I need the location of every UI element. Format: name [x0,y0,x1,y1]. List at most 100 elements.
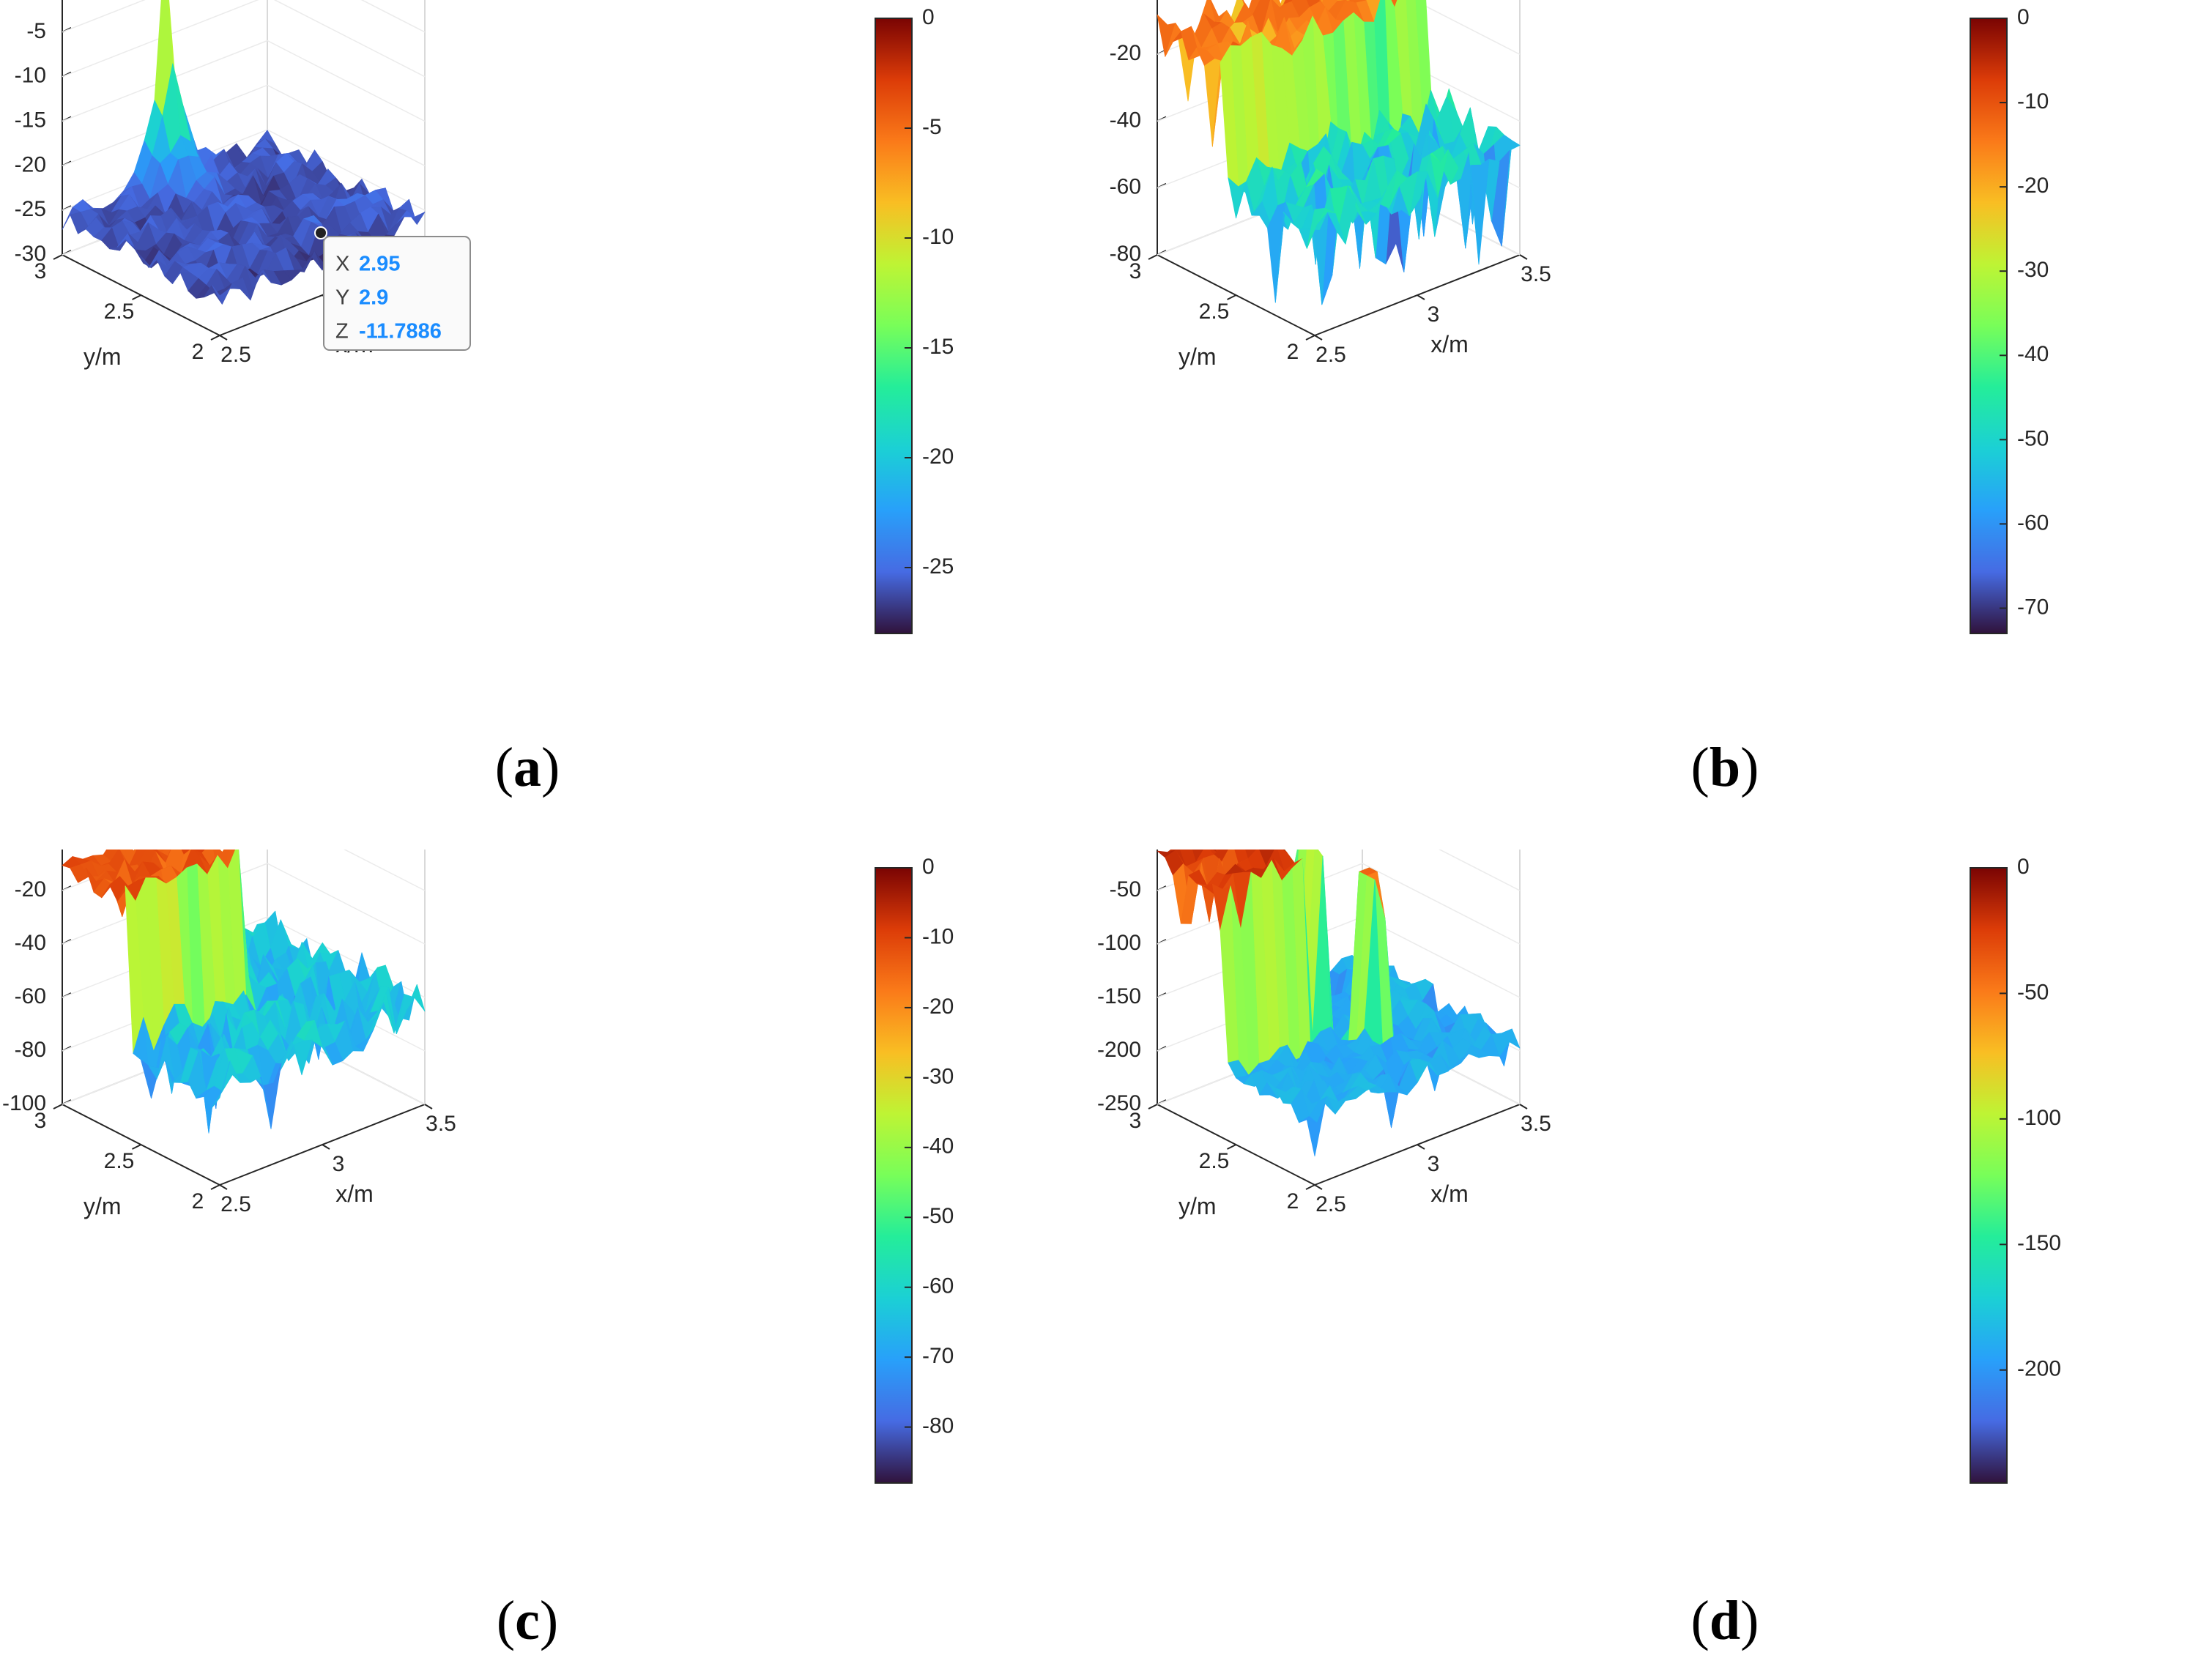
y-tick [210,1184,220,1190]
y-axis-label: y/m [1178,343,1217,370]
y-tick [1305,335,1315,341]
colorbar-tick-label: -80 [922,1414,954,1438]
z-tick-label: -80 [1110,242,1141,266]
y-axis-label: y/m [1178,1193,1217,1219]
x-tick [322,1144,330,1150]
colorbar-tick-label: -10 [922,225,954,249]
z-gridline [62,0,426,33]
z-tick-label: -10 [15,64,46,88]
z-tick-label: -5 [26,19,46,43]
datatip-label: Y [335,286,349,310]
colorbar-tick-label: -50 [2017,426,2049,450]
y-tick-label: 2.5 [1199,1149,1230,1173]
y-tick [1148,254,1158,260]
datatip-point [314,226,327,239]
z-tick-label: -80 [15,1038,46,1062]
z-tick-label: -60 [15,984,46,1008]
z-tick-label: -100 [1097,931,1141,955]
y-tick-label: 2 [192,1189,204,1213]
panel-d-colorbar [1970,867,2008,1484]
x-tick [1519,1104,1528,1110]
panel-d-chart: 0-50-100-150-200-2502.533.522.53x/my/mFG… [1097,850,2061,1484]
y-tick [132,1144,141,1150]
colorbar-gradient [1970,867,2008,1484]
y-tick [132,294,141,300]
y-tick [210,335,220,341]
panel-a-chart: 0-5-10-15-20-25-302.533.522.53x/my/mFG/d… [15,0,954,634]
surface-patch [211,1060,231,1109]
x-tick-label: 3.5 [1521,262,1551,286]
panel-b-surface [1157,0,1521,305]
y-axis-label: y/m [83,343,122,370]
y-axis-label: y/m [83,1193,122,1219]
colorbar-tick-label: -40 [922,1134,954,1159]
y-tick-label: 3 [34,259,47,283]
y-tick [1227,294,1236,300]
x-tick-label: 2.5 [220,1192,251,1216]
colorbar-tick-label: -20 [922,445,954,469]
y-tick [1148,1104,1158,1110]
panel-c-chart: 0-20-40-60-80-1002.533.522.53x/my/mFG/dB… [2,850,954,1484]
x-tick-label: 2.5 [220,343,251,367]
x-tick-label: 3 [1428,1152,1440,1176]
x-tick [219,335,228,341]
z-gridline [62,40,426,122]
x-tick-label: 2.5 [1315,343,1346,367]
z-tick-label: -20 [15,152,46,176]
colorbar-tick-label: -15 [922,335,954,359]
z-tick-label: -20 [1110,41,1141,65]
z-tick-label: -60 [1110,175,1141,199]
colorbar-tick-label: -60 [922,1274,954,1298]
y-tick-label: 2.5 [1199,300,1230,324]
colorbar-tick-label: -10 [2017,89,2049,114]
surface-patch [1306,1103,1326,1157]
x-tick [1519,254,1528,260]
x-tick-label: 3.5 [1521,1112,1551,1136]
colorbar-tick-label: 0 [922,855,935,879]
z-tick-label: -15 [15,108,46,132]
colorbar-tick-label: -60 [2017,510,2049,535]
colorbar-gradient [1970,18,2008,634]
panel-d-surface [1157,850,1521,1157]
x-tick [219,1184,228,1190]
x-tick [424,1104,433,1110]
colorbar-tick-label: -20 [2017,174,2049,198]
datatip-value: 2.95 [359,253,400,276]
x-tick [1417,294,1425,300]
y-tick [1227,1144,1236,1150]
colorbar-tick-label: -70 [2017,595,2049,619]
datatip-value: -11.7886 [359,320,442,343]
x-tick [1314,1184,1323,1190]
colorbar-gradient [875,18,913,634]
colorbar-tick-label: -50 [2017,980,2049,1004]
y-tick-label: 2 [1287,1189,1299,1213]
surface-patch [211,284,231,305]
y-tick-label: 2 [192,340,204,364]
colorbar-tick-label: -100 [2017,1106,2061,1130]
datatip: X 2.95 Y 2.9 Z -11.7886 [314,226,471,351]
x-axis-label: x/m [335,1181,374,1207]
panel-c-caption: (c) [496,1590,559,1651]
datatip-label: X [335,253,349,276]
y-tick-label: 3 [34,1109,47,1133]
surface-patch [1209,850,1220,855]
z-tick-label: -50 [1110,877,1141,902]
x-tick-label: 2.5 [1315,1192,1346,1216]
colorbar-tick-label: -20 [922,995,954,1019]
x-tick [1417,1144,1425,1150]
colorbar-tick-label: 0 [2017,855,2030,879]
colorbar-tick-label: -10 [922,924,954,948]
datatip-value: 2.9 [359,286,388,310]
x-axis-label: x/m [1430,1181,1469,1207]
z-tick-label: -200 [1097,1038,1141,1062]
x-tick-label: 3.5 [426,1112,456,1136]
y-tick-label: 3 [1129,259,1142,283]
colorbar-tick-label: 0 [922,5,935,29]
colorbar-gradient [875,867,913,1484]
y-tick [53,1104,63,1110]
x-tick-label: 3 [333,1152,345,1176]
x-tick-label: 3 [1428,302,1440,327]
z-tick-label: -100 [2,1091,46,1115]
colorbar-tick-label: -40 [2017,342,2049,366]
